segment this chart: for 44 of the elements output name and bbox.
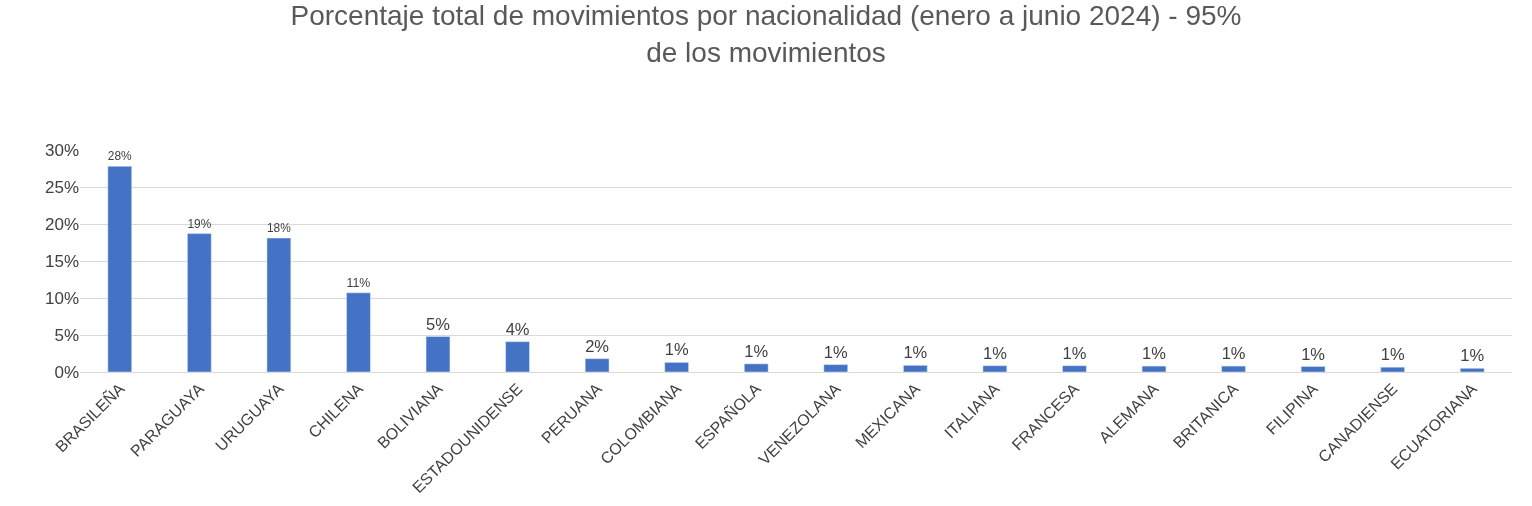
bar: [505, 341, 530, 372]
bar: [107, 166, 132, 372]
bar: [425, 336, 451, 372]
bar: [584, 358, 610, 372]
data-label: 18%: [266, 221, 292, 236]
data-label: 1%: [1221, 344, 1246, 363]
bar: [1460, 368, 1485, 372]
y-tick-label: 5%: [54, 325, 79, 345]
bar: [1380, 366, 1405, 372]
data-label: 28%: [107, 149, 133, 164]
bar: [903, 365, 928, 372]
bar: [1300, 366, 1326, 372]
bar: [823, 364, 848, 372]
data-label: 1%: [1142, 344, 1167, 363]
bar: [266, 237, 292, 372]
data-label: 19%: [187, 216, 212, 231]
bar: [664, 362, 689, 372]
data-label: 1%: [664, 340, 689, 359]
data-label: 5%: [426, 314, 451, 333]
data-label: 2%: [585, 336, 610, 355]
bar: [187, 233, 212, 372]
data-label: 1%: [1380, 345, 1405, 364]
data-label: 1%: [823, 342, 849, 361]
bar: [744, 363, 769, 372]
bar: [1062, 365, 1087, 372]
y-tick-label: 15%: [44, 251, 79, 271]
data-label: 1%: [1062, 343, 1087, 362]
y-tick-label: 10%: [44, 288, 79, 308]
chart-title: Porcentaje total de movimientos por nacionalidad (enero a junio 2024) - 95% de los movimientos: [290, 0, 1242, 68]
y-tick-label: 25%: [44, 177, 79, 197]
data-label: 1%: [1301, 344, 1326, 363]
bar: [1141, 365, 1167, 372]
data-label: 11%: [346, 275, 371, 290]
y-tick-label: 20%: [44, 214, 79, 234]
data-label: 1%: [982, 343, 1008, 362]
data-label: 1%: [1460, 346, 1485, 365]
bar: [346, 292, 371, 372]
bar: [1221, 365, 1246, 372]
y-tick-label: 30%: [44, 140, 79, 160]
bar: [982, 365, 1008, 372]
y-tick-label: 0%: [54, 362, 79, 382]
data-label: 1%: [903, 343, 928, 362]
data-label: 1%: [744, 341, 769, 360]
data-label: 4%: [505, 319, 530, 338]
